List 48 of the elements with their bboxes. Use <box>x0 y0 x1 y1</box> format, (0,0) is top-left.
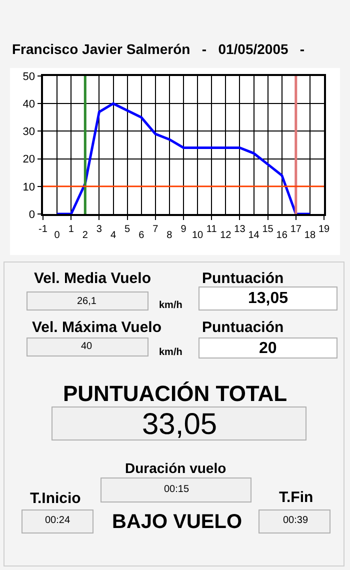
text: 33,05 <box>142 408 218 441</box>
text: 00:39 <box>283 515 308 526</box>
text: PUNTUACIÓN TOTAL <box>63 381 288 406</box>
x-tick-label: 5 <box>124 224 131 235</box>
text: Puntuación <box>202 319 284 336</box>
y-tick-label: 20 <box>22 154 36 166</box>
text: km/h <box>159 300 182 311</box>
x2-tick-label: 10 <box>192 230 204 241</box>
text: 40 <box>81 341 93 352</box>
chart-subtitle: Francisco Javier Salmerón - 01/05/2005 - <box>12 41 305 57</box>
x2-tick-label: 14 <box>248 230 260 241</box>
text: 13,05 <box>248 290 288 307</box>
x-tick-label: 19 <box>318 224 330 235</box>
x-tick-label: 1 <box>68 224 74 235</box>
x-tick-label: 17 <box>290 224 302 235</box>
y-tick-label: 50 <box>22 70 36 83</box>
text: Vel. Máxima Vuelo <box>32 319 162 336</box>
text: Puntuación <box>202 270 284 287</box>
y-tick-label: 0 <box>28 208 36 221</box>
text: BAJO VUELO <box>112 511 242 533</box>
text: 26,1 <box>77 296 97 307</box>
y-tick-label: 40 <box>22 98 36 110</box>
text: T.Fin <box>279 489 314 506</box>
x-tick-label: 7 <box>152 224 159 235</box>
x-tick-label: 3 <box>96 224 102 235</box>
x-tick-label: 11 <box>206 224 218 235</box>
x-tick-label: 15 <box>262 224 274 235</box>
x2-tick-label: 8 <box>166 230 173 241</box>
x2-tick-label: 4 <box>110 230 116 241</box>
line-series <box>56 102 312 214</box>
text: T.Inicio <box>30 490 81 507</box>
text: Duración vuelo <box>125 460 226 476</box>
x2-tick-label: 18 <box>304 230 316 241</box>
text: 00:24 <box>45 515 70 526</box>
text: km/h <box>159 347 182 358</box>
x2-tick-label: 0 <box>54 230 60 241</box>
text: Vel. Media Vuelo <box>34 270 151 287</box>
x2-tick-label: 16 <box>276 230 288 241</box>
y-tick-label: 30 <box>22 126 36 138</box>
y-tick-label: 10 <box>22 181 36 194</box>
x2-tick-label: 12 <box>220 230 232 241</box>
x-tick-label: 13 <box>234 224 246 235</box>
x-tick-label: -1 <box>38 224 48 235</box>
text: 00:15 <box>164 484 190 495</box>
x-tick-label: 9 <box>180 224 187 235</box>
text: 20 <box>259 340 277 357</box>
x2-tick-label: 2 <box>82 230 88 241</box>
x2-tick-label: 6 <box>138 230 145 241</box>
